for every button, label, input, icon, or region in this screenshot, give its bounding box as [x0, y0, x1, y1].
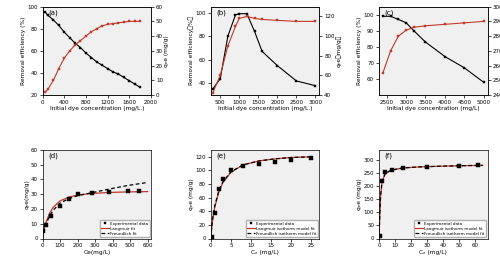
Text: (a): (a) [48, 9, 58, 16]
Text: (b): (b) [216, 9, 226, 16]
Text: (c): (c) [384, 9, 394, 16]
Y-axis label: qₑe (mg/g): qₑe (mg/g) [164, 35, 170, 67]
Y-axis label: Removal efficiency（%）: Removal efficiency（%） [188, 16, 194, 85]
Y-axis label: Removal efficiency (%): Removal efficiency (%) [357, 17, 362, 85]
Legend: Experimental data, Langmuir isotherm model fit, Freundlich isotherm model fit: Experimental data, Langmuir isotherm mod… [414, 220, 486, 237]
Legend: Experimental data, Langmuir isotherm model fit, Freundlich isotherm model fit: Experimental data, Langmuir isotherm mod… [246, 220, 318, 237]
X-axis label: Cₑ (mg/L): Cₑ (mg/L) [420, 250, 447, 255]
Y-axis label: qₑe (mg/g): qₑe (mg/g) [357, 178, 362, 210]
Y-axis label: qₑe (mg/g): qₑe (mg/g) [189, 178, 194, 210]
Y-axis label: qₑe(mg/g): qₑe(mg/g) [24, 179, 29, 209]
Text: (e): (e) [216, 153, 226, 159]
X-axis label: Ce(mg/L): Ce(mg/L) [83, 250, 110, 255]
Text: (f): (f) [384, 153, 392, 159]
Y-axis label: qₑe（mg/g）: qₑe（mg/g） [336, 35, 342, 67]
X-axis label: Initial dye concentration (mg/L.): Initial dye concentration (mg/L.) [218, 106, 312, 111]
Legend: Experimental data, Langmuir fit, Freundlich fit: Experimental data, Langmuir fit, Freundl… [100, 220, 150, 237]
Text: (d): (d) [48, 153, 58, 159]
Y-axis label: Removal efficiency (%): Removal efficiency (%) [20, 17, 26, 85]
X-axis label: Initial dye concentration (mg/L): Initial dye concentration (mg/L) [387, 106, 480, 111]
X-axis label: Initial dye concentration (mg/L.): Initial dye concentration (mg/L.) [50, 106, 144, 111]
X-axis label: Cₑ (mg/L): Cₑ (mg/L) [251, 250, 279, 255]
